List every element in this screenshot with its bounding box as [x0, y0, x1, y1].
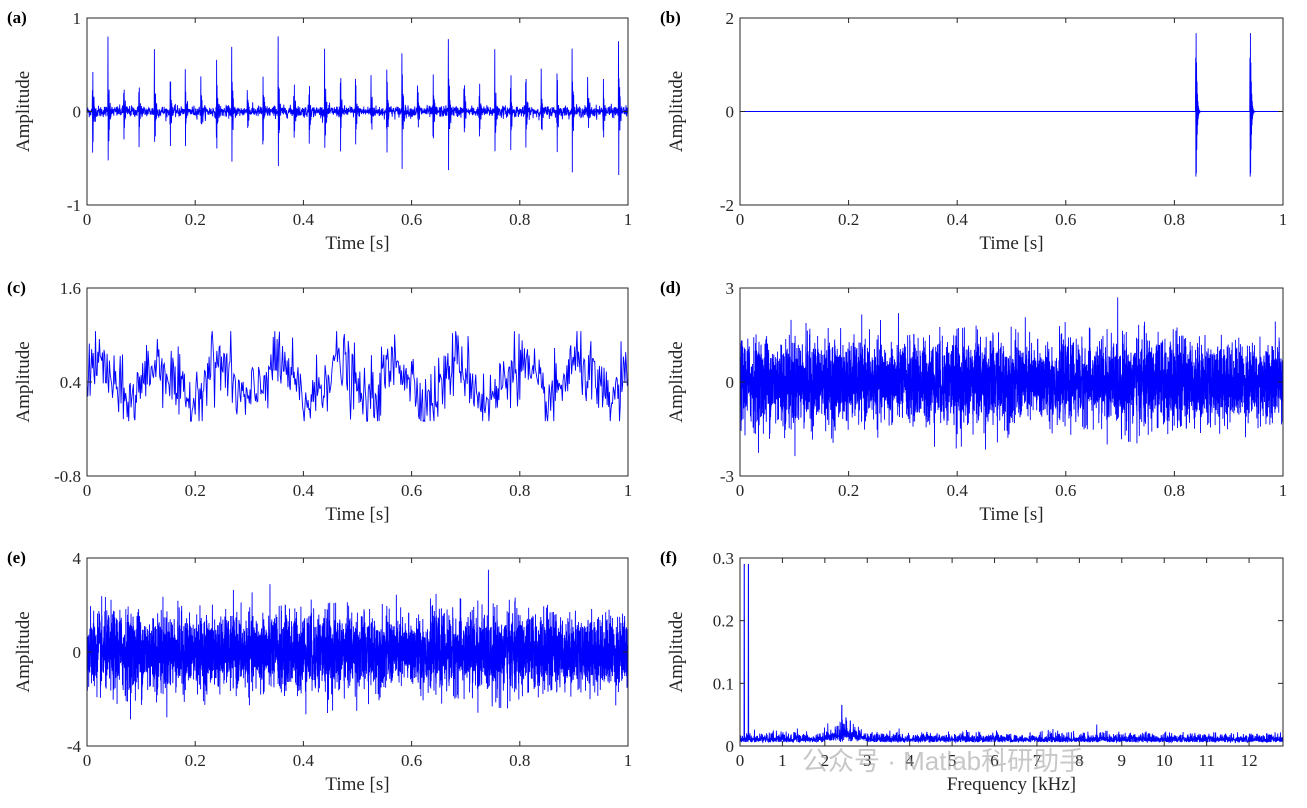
- panel-label: (d): [660, 278, 681, 297]
- x-tick-label: 0.6: [1055, 481, 1076, 500]
- x-tick-label: 1: [778, 751, 787, 770]
- y-tick-label: -0.8: [54, 467, 81, 486]
- series-line-b: [740, 33, 1283, 177]
- x-tick-label: 0: [736, 751, 745, 770]
- x-tick-label: 6: [990, 751, 999, 770]
- x-axis-label: Time [s]: [979, 504, 1043, 525]
- y-axis-label: Amplitude: [13, 71, 34, 152]
- x-tick-label: 0.4: [293, 210, 315, 229]
- y-tick-label: 0: [73, 643, 82, 662]
- x-tick-label: 0.4: [293, 751, 315, 770]
- x-tick-label: 0.6: [401, 210, 422, 229]
- x-tick-label: 1: [1279, 210, 1288, 229]
- x-tick-label: 3: [863, 751, 872, 770]
- y-axis-label: Amplitude: [666, 611, 687, 692]
- x-tick-label: 2: [821, 751, 830, 770]
- y-axis-label: Amplitude: [13, 341, 34, 422]
- x-tick-label: 0.4: [947, 210, 969, 229]
- x-tick-label: 5: [948, 751, 957, 770]
- y-tick-label: 1: [73, 9, 82, 28]
- x-tick-label: 0: [736, 210, 745, 229]
- x-tick-label: 0.2: [838, 210, 859, 229]
- axes-box-f: [739, 557, 1284, 747]
- y-tick-label: 0: [726, 373, 735, 392]
- x-tick-label: 0.8: [1164, 210, 1185, 229]
- y-axis-label: Amplitude: [13, 611, 34, 692]
- y-tick-label: -1: [67, 196, 81, 215]
- x-tick-label: 10: [1156, 751, 1173, 770]
- x-tick-label: 4: [905, 751, 914, 770]
- y-tick-label: 0.2: [713, 612, 734, 631]
- x-tick-label: 0: [83, 481, 92, 500]
- series-line-e: [87, 569, 628, 720]
- y-tick-label: 3: [726, 279, 735, 298]
- x-tick-label: 0.2: [185, 751, 206, 770]
- x-tick-label: 0.2: [185, 210, 206, 229]
- x-tick-label: 0.4: [293, 481, 315, 500]
- panel-label: (e): [7, 548, 26, 567]
- x-tick-label: 1: [624, 210, 633, 229]
- x-tick-label: 0.8: [509, 481, 530, 500]
- x-tick-label: 0.8: [509, 751, 530, 770]
- x-axis-label: Time [s]: [979, 233, 1043, 254]
- x-tick-label: 0: [83, 210, 92, 229]
- x-tick-label: 9: [1118, 751, 1127, 770]
- x-axis-label: Time [s]: [325, 233, 389, 254]
- panel-c: 0 0.2 0.4 0.6 0.8 1 -0.8 0.4 1.6 Time [s] Amplitud…: [7, 278, 632, 525]
- y-tick-label: 0: [726, 737, 735, 756]
- panel-label: (c): [7, 278, 26, 297]
- x-tick-label: 1: [1279, 481, 1288, 500]
- watermark-text: 公众号 · Matlab科研助手: [802, 746, 1085, 776]
- x-tick-label: 12: [1241, 751, 1258, 770]
- x-tick-label: 0.2: [838, 481, 859, 500]
- y-tick-label: 0.4: [60, 373, 82, 392]
- x-tick-label: 0: [83, 751, 92, 770]
- series-line-c: [87, 331, 628, 423]
- series-line-d: [740, 297, 1283, 457]
- y-tick-label: 0.1: [713, 674, 734, 693]
- x-tick-label: 0.8: [1164, 481, 1185, 500]
- x-tick-label: 0.6: [1055, 210, 1076, 229]
- x-tick-label: 7: [1033, 751, 1042, 770]
- x-tick-label: 11: [1198, 751, 1214, 770]
- panel-label: (a): [7, 8, 27, 27]
- x-tick-label: 0.2: [185, 481, 206, 500]
- y-tick-label: -2: [720, 196, 734, 215]
- x-tick-label: 0.6: [401, 751, 422, 770]
- y-axis-label: Amplitude: [666, 341, 687, 422]
- x-tick-label: 0.4: [947, 481, 969, 500]
- x-tick-label: 1: [624, 751, 633, 770]
- y-tick-label: -3: [720, 467, 734, 486]
- x-tick-label: 0: [736, 481, 745, 500]
- x-axis-label: Frequency [kHz]: [947, 774, 1076, 795]
- y-tick-label: 1.6: [60, 279, 81, 298]
- y-tick-label: 0: [726, 103, 735, 122]
- y-tick-label: 0: [73, 103, 82, 122]
- series-line-a: [87, 36, 628, 176]
- y-axis-label: Amplitude: [666, 71, 687, 152]
- y-tick-label: -4: [67, 737, 82, 756]
- y-tick-label: 0.3: [713, 549, 734, 568]
- x-axis-label: Time [s]: [325, 504, 389, 525]
- panel-label: (b): [660, 8, 681, 27]
- x-tick-label: 0.8: [509, 210, 530, 229]
- x-axis-label: Time [s]: [325, 774, 389, 795]
- panel-label: (f): [660, 548, 677, 567]
- x-tick-label: 8: [1075, 751, 1084, 770]
- y-tick-label: 2: [726, 9, 735, 28]
- x-tick-label: 0.6: [401, 481, 422, 500]
- x-tick-label: 1: [624, 481, 633, 500]
- y-tick-label: 4: [73, 549, 82, 568]
- series-line-f: [740, 563, 1283, 744]
